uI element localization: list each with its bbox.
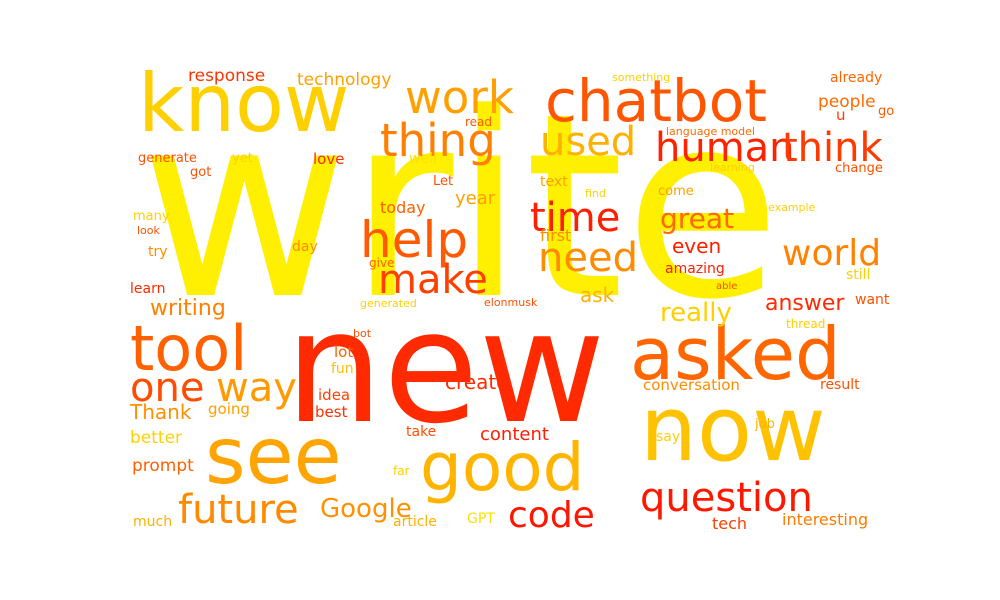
word-cloud-word: give xyxy=(369,256,395,270)
word-cloud-word: example xyxy=(768,201,816,214)
word-cloud-word: generate xyxy=(138,151,197,166)
word-cloud-word: interesting xyxy=(782,510,869,529)
word-cloud-word: learn xyxy=(130,281,166,297)
word-cloud-word: going xyxy=(208,400,250,418)
word-cloud-word: far xyxy=(393,464,410,478)
word-cloud-word: bot xyxy=(353,327,372,340)
word-cloud-word: way xyxy=(216,365,297,411)
word-cloud-word: generated xyxy=(360,297,417,310)
word-cloud-word: something xyxy=(612,71,671,84)
word-cloud-word: want xyxy=(855,292,890,308)
word-cloud-word: future xyxy=(178,487,299,533)
word-cloud-word: still xyxy=(846,267,871,283)
word-cloud-word: conversation xyxy=(643,376,740,394)
word-cloud-word: know xyxy=(138,57,350,150)
word-cloud-word: result xyxy=(820,377,860,393)
word-cloud-word: question xyxy=(640,475,813,521)
word-cloud-word: response xyxy=(188,66,266,86)
word-cloud-word: chatbot xyxy=(545,67,767,135)
word-cloud-word: tool xyxy=(130,312,248,385)
word-cloud-word: read xyxy=(465,115,493,129)
word-cloud-word: prompt xyxy=(132,456,194,476)
word-cloud-word: used xyxy=(540,119,637,165)
word-cloud-word: think xyxy=(782,125,883,171)
word-cloud-word: already xyxy=(830,70,883,86)
word-cloud-word: create xyxy=(445,370,509,394)
word-cloud-word: find xyxy=(585,187,606,200)
word-cloud-word: write xyxy=(140,59,782,356)
word-cloud-word: come xyxy=(658,184,694,199)
word-cloud-word: good xyxy=(420,429,585,506)
word-cloud-word: now xyxy=(640,377,826,482)
word-cloud-word: text xyxy=(540,174,568,190)
word-cloud-word: ask xyxy=(580,283,615,307)
word-cloud-word: writing xyxy=(150,296,226,321)
word-cloud-word: article xyxy=(393,514,437,530)
word-cloud-word: language model xyxy=(666,125,755,138)
word-cloud-word: day xyxy=(292,239,318,255)
word-cloud-word: see xyxy=(205,412,342,502)
word-cloud-word: amazing xyxy=(665,261,725,277)
word-cloud-word: best xyxy=(315,403,348,421)
word-cloud-word: make xyxy=(378,257,488,303)
word-cloud-word: technology xyxy=(297,70,392,90)
word-cloud-word: great xyxy=(660,202,735,235)
word-cloud-word: time xyxy=(530,195,621,241)
word-cloud-word: world xyxy=(782,233,882,274)
word-cloud-word: thing xyxy=(380,114,496,167)
word-cloud-word: much xyxy=(133,514,173,530)
word-cloud-word: answer xyxy=(765,291,845,316)
word-cloud-word: code xyxy=(508,495,595,536)
word-cloud-word: today xyxy=(380,198,426,217)
word-cloud-word: first xyxy=(540,226,572,245)
word-cloud-word: take xyxy=(406,424,437,440)
word-cloud-word: u xyxy=(836,106,846,124)
word-cloud-word: Let xyxy=(433,174,454,189)
word-cloud-word: job xyxy=(755,417,775,432)
word-cloud-word: yet xyxy=(232,151,253,166)
word-cloud-word: need xyxy=(538,235,638,281)
word-cloud-word: try xyxy=(148,244,168,260)
word-cloud-word: human xyxy=(655,125,795,171)
word-cloud-word: tech xyxy=(712,514,748,533)
word-cloud-word: content xyxy=(480,424,549,445)
word-cloud-word: say xyxy=(656,429,681,445)
word-cloud-word: fun xyxy=(331,361,354,377)
word-cloud-word: lot xyxy=(334,343,354,361)
word-cloud-word: work xyxy=(405,71,514,124)
word-cloud-word: love xyxy=(313,150,345,168)
word-cloud-word: idea xyxy=(318,386,351,404)
word-cloud-word: well xyxy=(409,151,437,167)
word-cloud-word: really xyxy=(660,298,732,328)
word-cloud-word: Google xyxy=(320,494,412,524)
word-cloud-word: able xyxy=(716,281,738,292)
word-cloud-word: go xyxy=(878,104,895,119)
word-cloud-word: elonmusk xyxy=(484,296,538,309)
word-cloud-word: thread xyxy=(786,317,826,331)
word-cloud-word: better xyxy=(130,428,183,448)
word-cloud-word: Thank xyxy=(130,400,192,424)
word-cloud-word: got xyxy=(190,165,212,180)
word-cloud-word: one xyxy=(130,365,205,411)
word-cloud-word: change xyxy=(835,161,883,176)
word-cloud-word: even xyxy=(672,234,722,258)
word-cloud-word: asked xyxy=(630,312,841,396)
word-cloud-word: many xyxy=(133,209,170,224)
word-cloud-word: year xyxy=(455,188,496,209)
word-cloud-word: learning xyxy=(710,161,755,174)
word-cloud-word: look xyxy=(137,224,160,237)
word-cloud-word: people xyxy=(818,92,876,112)
word-cloud-word: GPT xyxy=(467,511,495,527)
word-cloud-word: new xyxy=(285,277,606,458)
word-cloud-word: help xyxy=(360,211,469,269)
